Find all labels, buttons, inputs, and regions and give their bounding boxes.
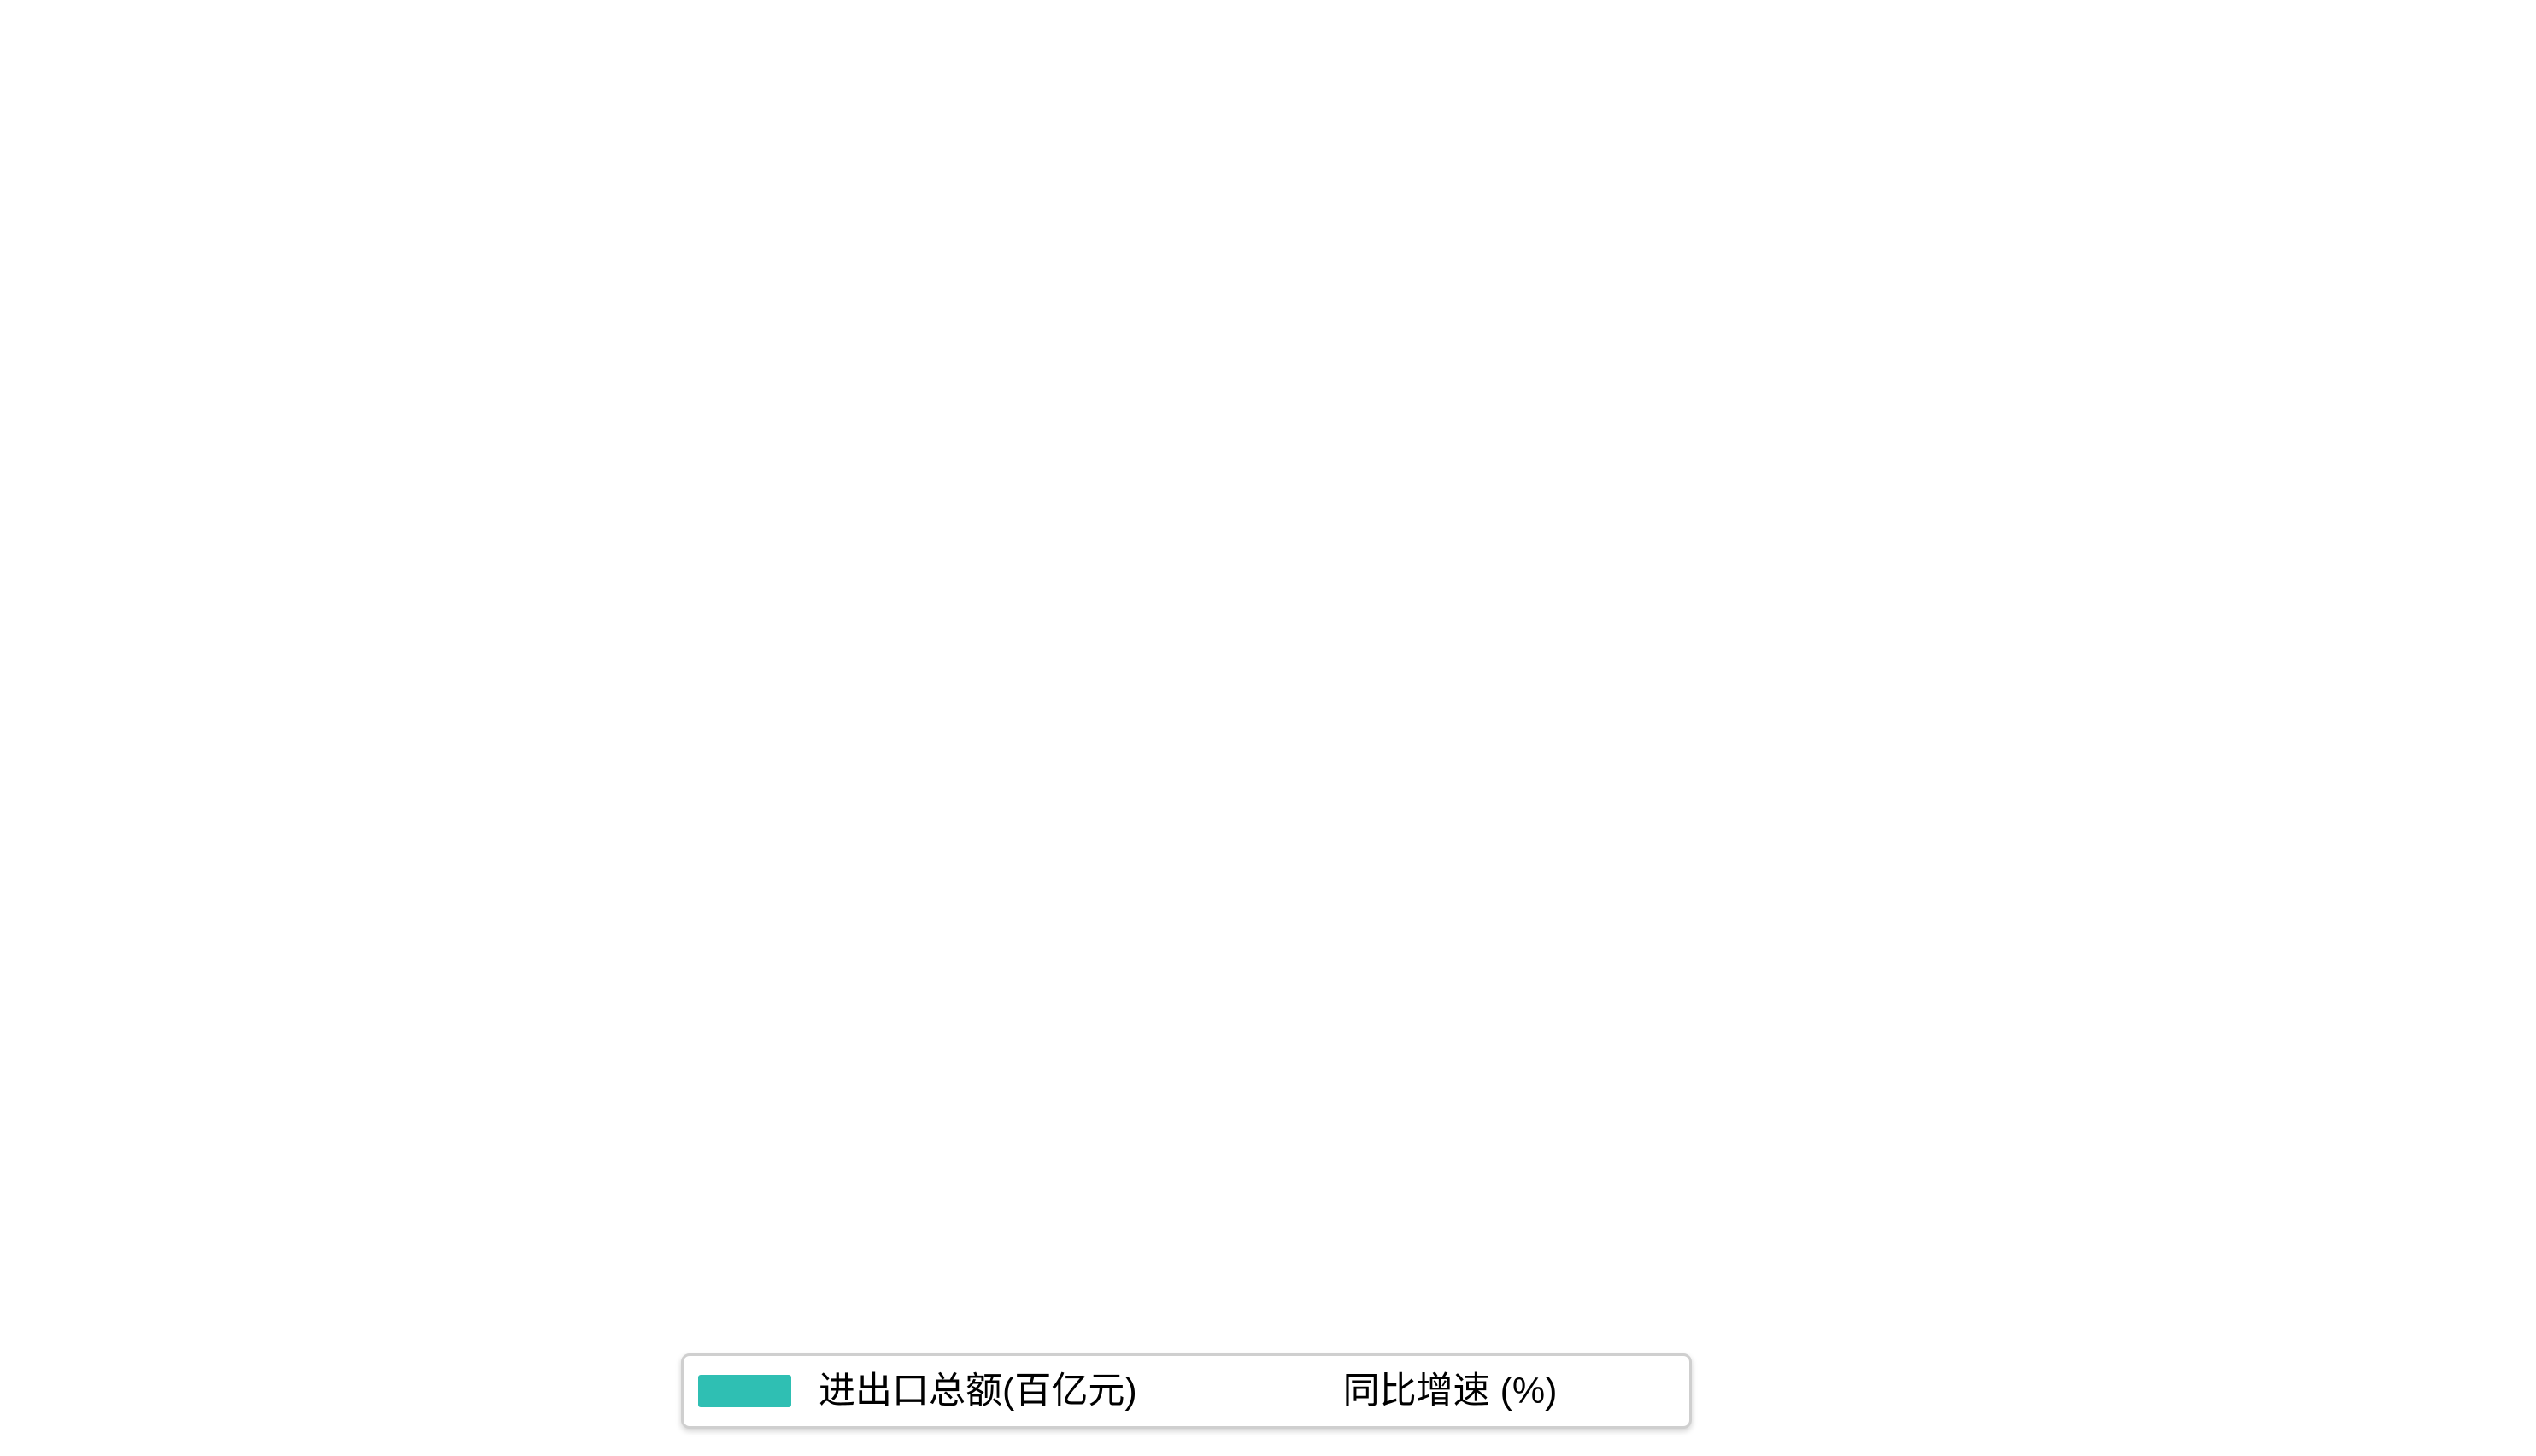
legend-line-swatch[interactable] [1217, 1381, 1324, 1401]
legend-line-label[interactable]: 同比增速 (%) [1342, 1370, 1558, 1412]
legend-line-dot-icon [1252, 1372, 1289, 1410]
legend-bar-label[interactable]: 进出口总额(百亿元) [819, 1370, 1137, 1412]
legend-bar-swatch[interactable] [698, 1375, 791, 1407]
legend: 进出口总额(百亿元) 同比增速 (%) [681, 1353, 1692, 1429]
